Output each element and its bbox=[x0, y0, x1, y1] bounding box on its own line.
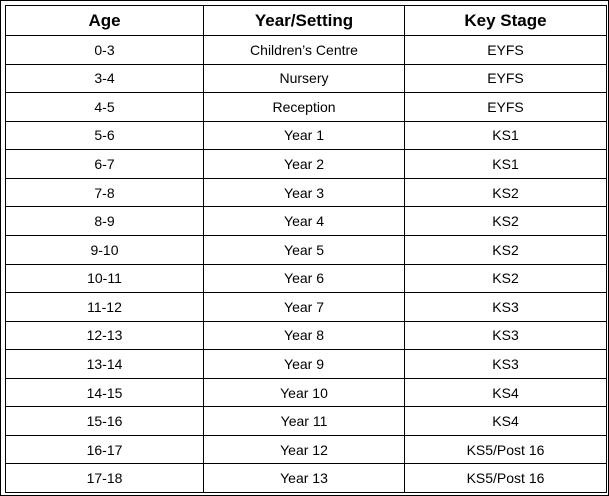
table-row: 15-16 Year 11 KS4 bbox=[5, 406, 607, 436]
table-row: 0-3 Children’s Centre EYFS bbox=[5, 35, 607, 65]
table-row: 4-5 Reception EYFS bbox=[5, 92, 607, 122]
age-cell: 11-12 bbox=[5, 292, 204, 322]
table-row: 17-18 Year 13 KS5/Post 16 bbox=[5, 463, 607, 493]
year-setting-cell: Year 12 bbox=[203, 434, 405, 465]
key-stage-cell: KS3 bbox=[404, 349, 607, 379]
table-row: 3-4 Nursery EYFS bbox=[5, 63, 607, 94]
age-cell: 16-17 bbox=[5, 434, 204, 465]
age-cell: 15-16 bbox=[5, 406, 204, 436]
key-stage-cell: KS4 bbox=[404, 377, 607, 408]
age-cell: 10-11 bbox=[5, 263, 204, 294]
table-row: 11-12 Year 7 KS3 bbox=[5, 292, 607, 322]
header-row: Age Year/Setting Key Stage bbox=[5, 5, 607, 36]
key-stage-cell: KS2 bbox=[404, 206, 607, 236]
table-body: 0-3 Children’s Centre EYFS 3-4 Nursery E… bbox=[5, 35, 607, 493]
table-row: 8-9 Year 4 KS2 bbox=[5, 206, 607, 236]
age-cell: 14-15 bbox=[5, 377, 204, 408]
year-setting-cell: Year 2 bbox=[203, 149, 405, 179]
key-stage-cell: EYFS bbox=[404, 35, 607, 65]
table-row: 16-17 Year 12 KS5/Post 16 bbox=[5, 434, 607, 465]
table-row: 5-6 Year 1 KS1 bbox=[5, 120, 607, 151]
age-cell: 4-5 bbox=[5, 92, 204, 122]
table-row: 13-14 Year 9 KS3 bbox=[5, 349, 607, 379]
year-setting-cell: Year 8 bbox=[203, 320, 405, 351]
age-cell: 7-8 bbox=[5, 177, 204, 208]
year-setting-cell: Year 9 bbox=[203, 349, 405, 379]
year-setting-cell: Year 3 bbox=[203, 177, 405, 208]
year-setting-cell: Year 11 bbox=[203, 406, 405, 436]
table-row: 10-11 Year 6 KS2 bbox=[5, 263, 607, 294]
header-key-stage: Key Stage bbox=[404, 5, 607, 36]
key-stage-cell: KS1 bbox=[404, 149, 607, 179]
year-setting-cell: Year 4 bbox=[203, 206, 405, 236]
age-cell: 17-18 bbox=[5, 463, 204, 493]
table-row: 9-10 Year 5 KS2 bbox=[5, 234, 607, 265]
key-stage-cell: KS3 bbox=[404, 320, 607, 351]
age-cell: 13-14 bbox=[5, 349, 204, 379]
age-cell: 0-3 bbox=[5, 35, 204, 65]
table-row: 7-8 Year 3 KS2 bbox=[5, 177, 607, 208]
key-stage-cell: KS4 bbox=[404, 406, 607, 436]
age-cell: 8-9 bbox=[5, 206, 204, 236]
age-key-stage-table: Age Year/Setting Key Stage 0-3 Children’… bbox=[5, 5, 607, 493]
key-stage-cell: EYFS bbox=[404, 63, 607, 94]
age-cell: 3-4 bbox=[5, 63, 204, 94]
year-setting-cell: Year 6 bbox=[203, 263, 405, 294]
age-cell: 9-10 bbox=[5, 234, 204, 265]
year-setting-cell: Year 7 bbox=[203, 292, 405, 322]
key-stage-cell: KS2 bbox=[404, 263, 607, 294]
year-setting-cell: Reception bbox=[203, 92, 405, 122]
year-setting-cell: Year 10 bbox=[203, 377, 405, 408]
table-row: 6-7 Year 2 KS1 bbox=[5, 149, 607, 179]
key-stage-cell: KS5/Post 16 bbox=[404, 434, 607, 465]
header-age: Age bbox=[5, 5, 204, 36]
year-setting-cell: Children’s Centre bbox=[203, 35, 405, 65]
table-row: 12-13 Year 8 KS3 bbox=[5, 320, 607, 351]
age-cell: 5-6 bbox=[5, 120, 204, 151]
year-setting-cell: Nursery bbox=[203, 63, 405, 94]
table-row: 14-15 Year 10 KS4 bbox=[5, 377, 607, 408]
key-stage-cell: EYFS bbox=[404, 92, 607, 122]
year-setting-cell: Year 13 bbox=[203, 463, 405, 493]
key-stage-cell: KS1 bbox=[404, 120, 607, 151]
key-stage-cell: KS3 bbox=[404, 292, 607, 322]
key-stage-cell: KS2 bbox=[404, 177, 607, 208]
age-cell: 12-13 bbox=[5, 320, 204, 351]
year-setting-cell: Year 1 bbox=[203, 120, 405, 151]
key-stage-cell: KS2 bbox=[404, 234, 607, 265]
year-setting-cell: Year 5 bbox=[203, 234, 405, 265]
age-cell: 6-7 bbox=[5, 149, 204, 179]
header-year-setting: Year/Setting bbox=[203, 5, 405, 36]
key-stage-cell: KS5/Post 16 bbox=[404, 463, 607, 493]
